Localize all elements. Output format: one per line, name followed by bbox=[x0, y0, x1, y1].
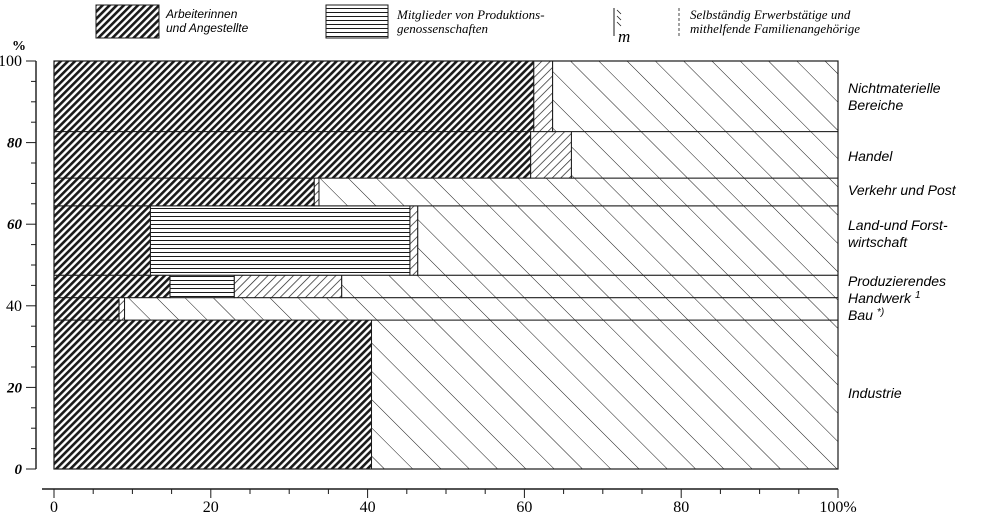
category-label-nichtmateriell: Bereiche bbox=[848, 97, 903, 113]
bar-segment-produzierendes-handwerk-cooperatives bbox=[169, 274, 235, 299]
bar-segment-handel-employees bbox=[53, 131, 532, 179]
legend-label-cooperatives-1: Mitglieder von Produktions- bbox=[396, 7, 545, 22]
category-label-verkehr: Verkehr und Post bbox=[848, 182, 957, 198]
bar-segment-nichtmaterielle-bereiche-employees bbox=[53, 60, 535, 133]
bar-segment-nichtmaterielle-bereiche-selfemployed bbox=[533, 60, 554, 133]
bar-segment-produzierendes-handwerk-selfemployed bbox=[233, 274, 343, 299]
legend-swatch-employees bbox=[95, 4, 160, 39]
bar-segment-bau-selfemployed bbox=[118, 297, 126, 321]
category-label-handwerk: Handwerk 1 bbox=[848, 290, 921, 306]
x-tick-label: 40 bbox=[360, 499, 376, 515]
bar-segment-verkehr-und-post-employees bbox=[53, 177, 315, 207]
category-label-nichtmateriell: Nichtmaterielle bbox=[848, 80, 941, 96]
y-tick-label: 40 bbox=[6, 298, 22, 315]
y-axis-unit-label: % bbox=[12, 39, 26, 54]
bar-segment-land-und-forst-wirtschaft-selfemployed bbox=[409, 205, 419, 276]
y-tick-label: 100 bbox=[0, 53, 22, 70]
plot-frame bbox=[53, 60, 839, 470]
category-label-land-forst: wirtschaft bbox=[848, 234, 908, 250]
legend-swatch-cooperatives bbox=[325, 4, 389, 39]
y-tick-label: 60 bbox=[7, 217, 23, 233]
x-tick-label: 80 bbox=[673, 499, 689, 515]
legend-label-cooperatives-2: genossenschaften bbox=[397, 21, 488, 36]
bar-segment-verkehr-und-post-other bbox=[318, 177, 839, 207]
legend-label-employees-2: und Angestellte bbox=[166, 21, 249, 35]
axes: 0 20 40 60 80 100% 0 20 40 60 80 100% bbox=[0, 39, 857, 515]
bar-segment-industrie-other bbox=[371, 319, 839, 470]
legend-label-selfemployed-2: mithelfende Familienangehörige bbox=[690, 21, 860, 36]
bar-segment-land-und-forst-wirtschaft-employees bbox=[53, 205, 151, 276]
category-label-handel: Handel bbox=[848, 148, 893, 164]
bar-segment-bau-other bbox=[124, 297, 839, 321]
plot-area bbox=[53, 60, 839, 470]
x-tick-label: 20 bbox=[203, 499, 219, 515]
category-label-bau: Bau *) bbox=[848, 307, 884, 323]
category-label-industrie: Industrie bbox=[848, 385, 902, 401]
x-tick-label: 60 bbox=[516, 499, 532, 515]
bar-segment-land-und-forst-wirtschaft-cooperatives bbox=[149, 205, 411, 276]
x-tick-label: 100% bbox=[819, 499, 856, 515]
legend-marker-m: m bbox=[618, 27, 630, 46]
y-tick-label: 80 bbox=[7, 136, 23, 152]
bar-segment-verkehr-und-post-selfemployed bbox=[313, 177, 320, 207]
legend: Arbeiterinnen und Angestellte Mitglieder… bbox=[95, 4, 860, 46]
bar-segment-bau-employees bbox=[53, 297, 120, 321]
legend-swatch-selfemployed bbox=[613, 8, 680, 36]
y-tick-label: 20 bbox=[6, 380, 23, 396]
bar-segment-produzierendes-handwerk-other bbox=[341, 274, 839, 299]
bar-segment-produzierendes-handwerk-employees bbox=[53, 274, 171, 299]
bar-segment-nichtmaterielle-bereiche-other bbox=[552, 60, 839, 133]
legend-label-employees-1: Arbeiterinnen bbox=[165, 7, 238, 21]
y-tick-label: 0 bbox=[15, 462, 23, 478]
bar-segment-industrie-employees bbox=[53, 319, 373, 470]
bar-segment-handel-selfemployed bbox=[530, 131, 572, 179]
category-label-handwerk: Produzierendes bbox=[848, 273, 946, 289]
legend-label-selfemployed-1: Selbständig Erwerbstätige und bbox=[690, 7, 851, 22]
bar-segment-handel-other bbox=[570, 131, 839, 179]
category-label-land-forst: Land-und Forst- bbox=[848, 217, 948, 233]
x-tick-label: 0 bbox=[50, 499, 58, 515]
bar-segment-land-und-forst-wirtschaft-other bbox=[417, 205, 839, 276]
